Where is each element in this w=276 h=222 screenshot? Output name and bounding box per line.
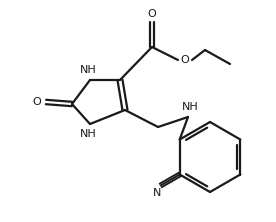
- Text: NH: NH: [79, 129, 96, 139]
- Text: O: O: [148, 9, 156, 19]
- Text: NH: NH: [79, 65, 96, 75]
- Text: O: O: [33, 97, 41, 107]
- Text: NH: NH: [182, 102, 198, 112]
- Text: N: N: [152, 188, 161, 198]
- Text: O: O: [181, 55, 189, 65]
